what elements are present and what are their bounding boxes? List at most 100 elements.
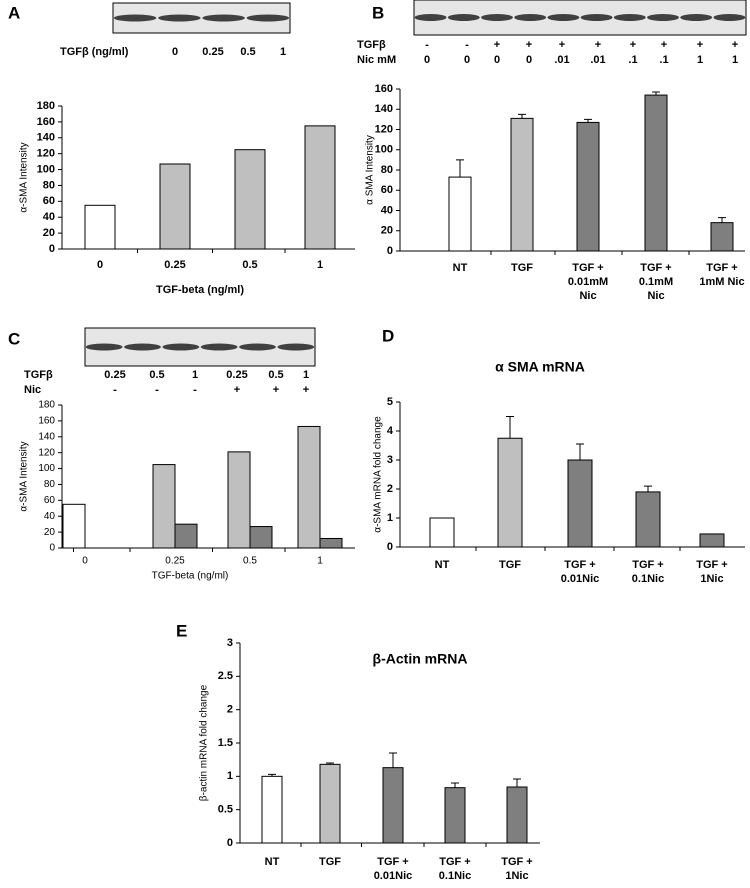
- y-tick-label: 3: [227, 637, 233, 649]
- blot-lane-label: +: [559, 39, 565, 51]
- blot-lane-label: 1: [303, 369, 309, 381]
- blot-lane-label: 1: [192, 369, 198, 381]
- x-tick-label: TGF +: [501, 856, 532, 868]
- bar: [576, 121, 600, 252]
- bar: [84, 204, 116, 250]
- panel-label: C: [8, 329, 20, 348]
- y-tick-label: 120: [375, 123, 393, 135]
- error-bar: [652, 91, 660, 96]
- blot-band: [481, 14, 513, 21]
- bar: [710, 222, 734, 252]
- bar: [319, 537, 343, 549]
- blot-lane-label: +: [697, 39, 703, 51]
- error-bar: [268, 773, 276, 777]
- blot-lane-label: +: [273, 384, 279, 396]
- panel-label: A: [8, 3, 20, 22]
- blot-lane-label: 0: [494, 54, 500, 66]
- blot-lane-label: 0: [424, 54, 430, 66]
- x-tick-label: 1: [317, 556, 323, 567]
- bar: [227, 451, 251, 549]
- blot-image: [84, 327, 316, 367]
- blot-lane-label: +: [630, 39, 636, 51]
- y-axis-label: α SMA Intensity: [365, 135, 376, 205]
- x-tick-label: TGF +: [439, 856, 470, 868]
- blot-lane-label: 0: [526, 54, 532, 66]
- x-tick-label: 0.01mM: [568, 276, 608, 288]
- error-bar: [326, 762, 334, 765]
- blot-band: [680, 14, 713, 21]
- x-tick-label: TGF +: [696, 559, 727, 571]
- blot-row-label: TGFβ (ng/ml): [60, 46, 129, 58]
- blot-lane-label: +: [303, 384, 309, 396]
- x-tick-label: TGF: [319, 856, 341, 868]
- bar: [304, 125, 336, 250]
- bar: [159, 163, 191, 250]
- x-tick-label: 0.01Nic: [374, 870, 413, 882]
- y-tick-label: 160: [37, 116, 55, 128]
- bar: [497, 437, 523, 548]
- blot-band: [414, 14, 447, 21]
- panel-label: E: [176, 621, 187, 640]
- y-tick-label: 120: [37, 148, 55, 160]
- x-tick-label: TGF +: [706, 262, 737, 274]
- y-tick-label: 100: [38, 463, 55, 474]
- panel-label: B: [372, 3, 384, 22]
- y-tick-label: 20: [44, 527, 56, 538]
- blot-lane-label: 0.5: [149, 369, 164, 381]
- bar: [152, 464, 176, 549]
- blot-lane-label: .01: [590, 54, 605, 66]
- y-tick-label: 60: [44, 495, 56, 506]
- blot-row-label: TGFβ: [357, 39, 386, 51]
- blot-band: [124, 343, 161, 351]
- x-tick-label: 1mM Nic: [699, 276, 744, 288]
- x-tick-label: NT: [435, 559, 450, 571]
- blot-lane-label: 0: [172, 46, 178, 58]
- y-tick-label: 5: [387, 396, 393, 408]
- y-tick-label: 0: [387, 541, 393, 553]
- x-tick-label: TGF: [511, 262, 533, 274]
- bar: [382, 767, 404, 844]
- y-tick-label: 80: [44, 479, 56, 490]
- error-bar: [513, 778, 521, 787]
- y-axis-label: β-actin mRNA fold change: [199, 684, 210, 801]
- x-tick-label: 0: [82, 556, 88, 567]
- blot-lane-label: +: [661, 39, 667, 51]
- blot-lane-label: .01: [554, 54, 569, 66]
- error-bar: [451, 782, 459, 788]
- x-tick-label: TGF +: [632, 559, 663, 571]
- y-tick-label: 120: [38, 447, 55, 458]
- blot-band: [239, 343, 276, 351]
- y-tick-label: 140: [375, 103, 393, 115]
- y-tick-label: 80: [43, 179, 55, 191]
- blot-band: [162, 343, 200, 351]
- y-tick-label: 160: [375, 83, 393, 95]
- x-tick-label: TGF +: [377, 856, 408, 868]
- blot-lane-label: .1: [628, 54, 637, 66]
- blot-lane-label: 0.25: [202, 46, 223, 58]
- y-tick-label: 20: [381, 225, 393, 237]
- x-axis-label: TGF-beta (ng/ml): [152, 571, 229, 582]
- blot-lane-label: -: [193, 384, 197, 396]
- panel-label: D: [382, 326, 394, 345]
- error-bar: [456, 159, 464, 178]
- blot-lane-label: +: [732, 39, 738, 51]
- blot-lane-label: 0.5: [268, 369, 283, 381]
- y-tick-label: 2: [387, 483, 393, 495]
- bar: [261, 775, 283, 844]
- y-tick-label: 100: [37, 163, 55, 175]
- blot-band: [202, 14, 245, 22]
- y-tick-label: 60: [43, 195, 55, 207]
- bar: [699, 533, 725, 548]
- bar: [644, 94, 668, 252]
- y-tick-label: 4: [387, 425, 394, 437]
- y-tick-label: 180: [37, 100, 55, 112]
- blot-band: [447, 14, 480, 21]
- blot-band: [277, 343, 315, 351]
- blot-band: [547, 14, 580, 21]
- y-tick-label: 180: [38, 400, 55, 411]
- y-tick-label: 2: [227, 704, 233, 716]
- y-tick-label: 3: [387, 454, 393, 466]
- bar: [234, 149, 266, 250]
- y-tick-label: 80: [381, 164, 393, 176]
